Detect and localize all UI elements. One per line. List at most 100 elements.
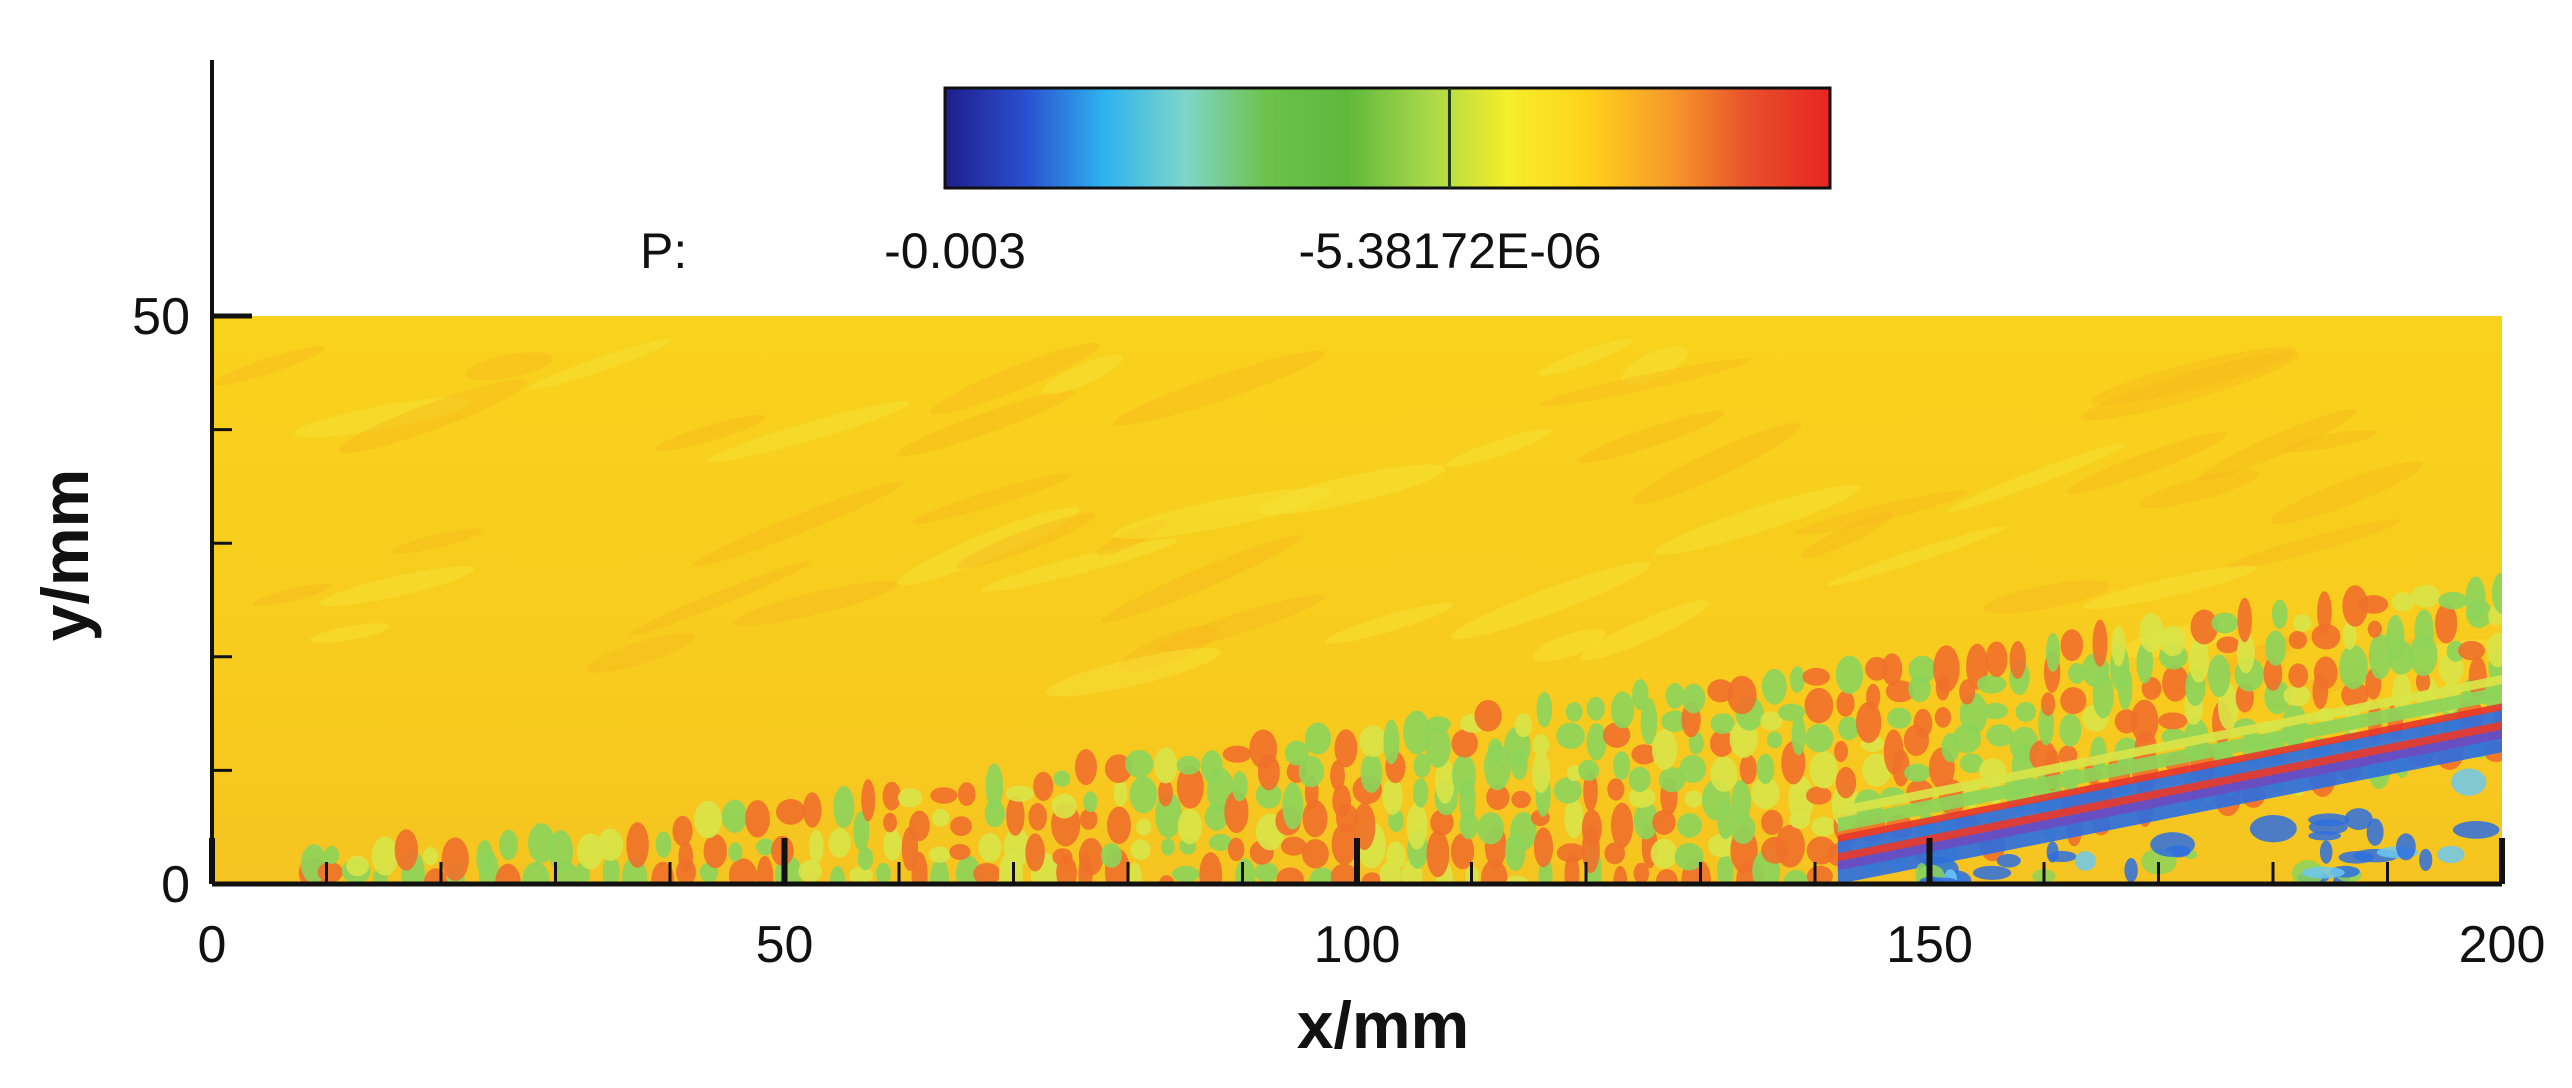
pressure-cell	[1761, 668, 1787, 705]
wall-patch	[2308, 831, 2342, 841]
pressure-cell	[1556, 722, 1585, 750]
pressure-cell	[2190, 609, 2218, 645]
colorbar-variable-label: P:	[640, 223, 687, 279]
pressure-cell	[1199, 852, 1223, 884]
field-streak	[309, 623, 390, 644]
pressure-cell	[1805, 786, 1832, 805]
pressure-cell	[1556, 843, 1586, 863]
x-tick-label: 0	[198, 916, 227, 974]
pressure-cell	[1581, 809, 1602, 848]
pressure-cell	[2136, 642, 2154, 684]
field-streak	[1794, 490, 1969, 536]
field-streak	[1801, 512, 1893, 558]
pressure-cell	[2458, 640, 2486, 661]
y-axis-title: y/mm	[28, 469, 102, 641]
pressure-cell	[1838, 716, 1860, 741]
pressure-cell	[833, 785, 855, 829]
pressure-cell	[2487, 632, 2502, 668]
y-tick-labels: 0 50	[132, 288, 190, 914]
field-streak	[2282, 430, 2378, 452]
pressure-cell	[973, 862, 1001, 884]
pressure-cell	[694, 800, 722, 839]
y-tick-label: 50	[132, 288, 190, 346]
pressure-cell	[528, 823, 555, 864]
field-streak	[338, 379, 528, 453]
pressure-cell	[1791, 714, 1806, 756]
pressure-cell	[1632, 679, 1649, 711]
pressure-cell	[1739, 754, 1757, 785]
pressure-cell	[1451, 729, 1478, 758]
pressure-cell	[929, 857, 950, 884]
pressure-cell	[1707, 679, 1734, 703]
pressure-cell	[883, 828, 902, 861]
pressure-cell	[1083, 791, 1098, 813]
field-streak	[1982, 580, 2110, 614]
pressure-cell	[1760, 711, 1783, 731]
pressure-cell	[1727, 675, 1757, 715]
pressure-cell	[1033, 771, 1054, 801]
pressure-cell	[1531, 751, 1551, 794]
pressure-cell	[883, 812, 897, 833]
pressure-cell	[1775, 824, 1805, 868]
pressure-cell	[1788, 775, 1814, 823]
pressure-cell	[2158, 712, 2188, 730]
pressure-cell	[1856, 701, 1882, 744]
pressure-cell	[2283, 685, 2311, 707]
pressure-cell	[1565, 702, 1583, 722]
pressure-cell	[1613, 865, 1628, 884]
pressure-cell	[2060, 629, 2084, 662]
pressure-cell	[346, 855, 370, 877]
pressure-cell	[1835, 766, 1857, 799]
pressure-cell	[2111, 625, 2126, 667]
x-ticks	[209, 838, 2505, 884]
pressure-cell	[2288, 630, 2308, 650]
field-streak	[1257, 464, 1446, 515]
pressure-cell	[1681, 683, 1706, 714]
field-streak	[214, 346, 325, 385]
pressure-cell	[1533, 827, 1554, 868]
wall-patch	[2249, 814, 2297, 843]
pressure-cell	[1612, 751, 1631, 781]
pressure-cell	[2368, 633, 2392, 680]
x-axis-title: x/mm	[1297, 988, 1469, 1062]
pressure-cell	[1982, 702, 2008, 720]
field-streak	[2198, 409, 2357, 481]
pressure-cell	[1908, 655, 1937, 684]
field-streak	[2270, 461, 2424, 525]
field-streak	[1446, 428, 1552, 468]
pressure-cell	[1511, 790, 1531, 809]
field-streak	[980, 538, 1178, 592]
pressure-cell	[984, 800, 1006, 828]
wall-patch	[2308, 813, 2350, 827]
pressure-cell	[2358, 595, 2389, 614]
pressure-cell	[1052, 848, 1073, 866]
pressure-cell	[1611, 691, 1635, 729]
pressure-cell	[1359, 725, 1387, 758]
pressure-cell	[1710, 713, 1735, 734]
pressure-cell	[2216, 636, 2240, 654]
field-streak	[2082, 565, 2258, 610]
pressure-cell	[1934, 706, 1952, 728]
pressure-cell	[678, 840, 694, 872]
pressure-cell	[495, 863, 521, 884]
pressure-cell	[1510, 811, 1537, 851]
shock-band	[1837, 674, 2502, 816]
pressure-cell	[2059, 713, 2082, 747]
pressure-cell	[756, 838, 775, 856]
field-streak	[1577, 410, 1725, 464]
wall-patch	[2451, 768, 2487, 796]
pressure-cell	[1231, 771, 1248, 802]
pressure-cell	[2188, 638, 2210, 683]
pressure-cell	[2414, 609, 2434, 651]
pressure-cell	[476, 839, 494, 877]
field-streak	[392, 528, 484, 554]
pressure-cell	[1254, 862, 1279, 883]
pressure-cell	[2068, 662, 2086, 684]
wall-patch	[2419, 848, 2433, 871]
pressure-cell	[2438, 591, 2468, 610]
pressure-cell	[1487, 738, 1504, 766]
pressure-cell	[1650, 838, 1678, 869]
pressure-cell	[2029, 739, 2057, 771]
pressure-cell	[798, 860, 823, 883]
pressure-cell	[1382, 777, 1403, 815]
